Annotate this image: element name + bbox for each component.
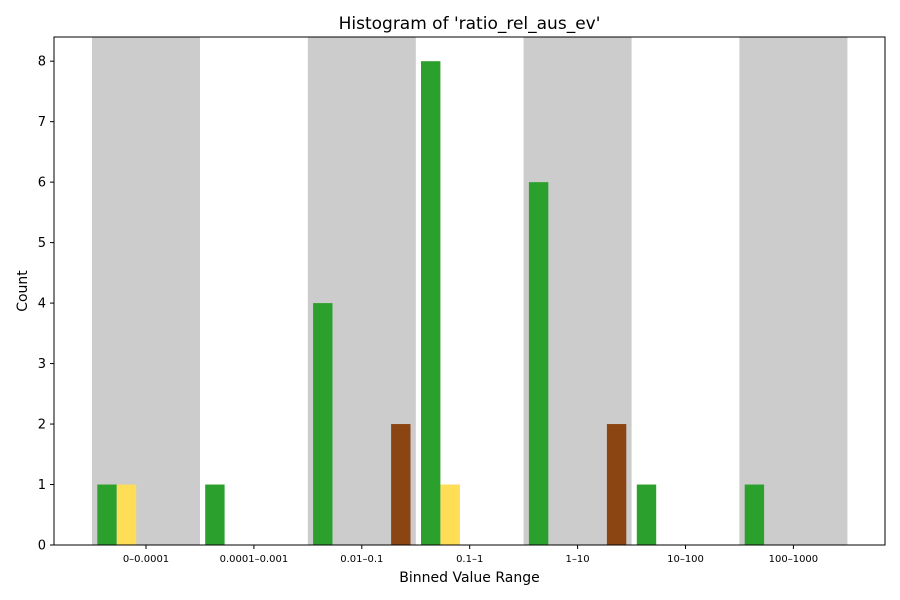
histogram-bar <box>440 484 460 545</box>
y-axis-ticks: 0 1 2 3 4 5 6 7 8 <box>38 55 54 554</box>
x-axis-label: Binned Value Range <box>399 570 539 586</box>
histogram-bar <box>744 484 765 545</box>
x-tick-label: 10–100 <box>667 554 704 565</box>
y-tick-label: 8 <box>38 55 46 70</box>
y-tick-label: 1 <box>38 478 46 493</box>
histogram-bar <box>205 484 225 545</box>
x-tick-label: 1–10 <box>566 554 590 565</box>
bars <box>97 61 765 545</box>
histogram-bar <box>391 424 411 545</box>
y-tick-label: 5 <box>38 236 46 251</box>
shaded-band <box>739 37 848 545</box>
x-tick-label: 0.0001–0.001 <box>220 554 289 565</box>
y-tick-label: 4 <box>38 297 46 312</box>
y-tick-label: 2 <box>38 418 46 433</box>
y-tick-label: 3 <box>38 357 46 372</box>
x-tick-label: 0.1–1 <box>456 554 483 565</box>
histogram-bar <box>313 303 333 545</box>
y-axis-label: Count <box>15 270 31 312</box>
y-tick-label: 6 <box>38 176 46 191</box>
y-tick-label: 0 <box>38 539 46 554</box>
x-tick-label: 0.01–0.1 <box>340 554 383 565</box>
histogram-bar <box>528 182 549 545</box>
histogram-bar <box>636 484 657 545</box>
shaded-band <box>92 37 200 545</box>
x-tick-label: 0–0.0001 <box>123 554 169 565</box>
y-tick-label: 7 <box>38 115 46 130</box>
histogram-bar <box>97 484 117 545</box>
histogram-bar <box>421 61 441 545</box>
x-tick-label: 100–1000 <box>769 554 819 565</box>
chart-title: Histogram of 'ratio_rel_aus_ev' <box>339 14 601 34</box>
shaded-bands <box>92 37 848 545</box>
histogram-bar <box>606 424 627 545</box>
histogram-bar <box>116 484 137 545</box>
x-axis-ticks: 0–0.0001 0.0001–0.001 0.01–0.1 0.1–1 1–10 10–… <box>123 545 818 565</box>
